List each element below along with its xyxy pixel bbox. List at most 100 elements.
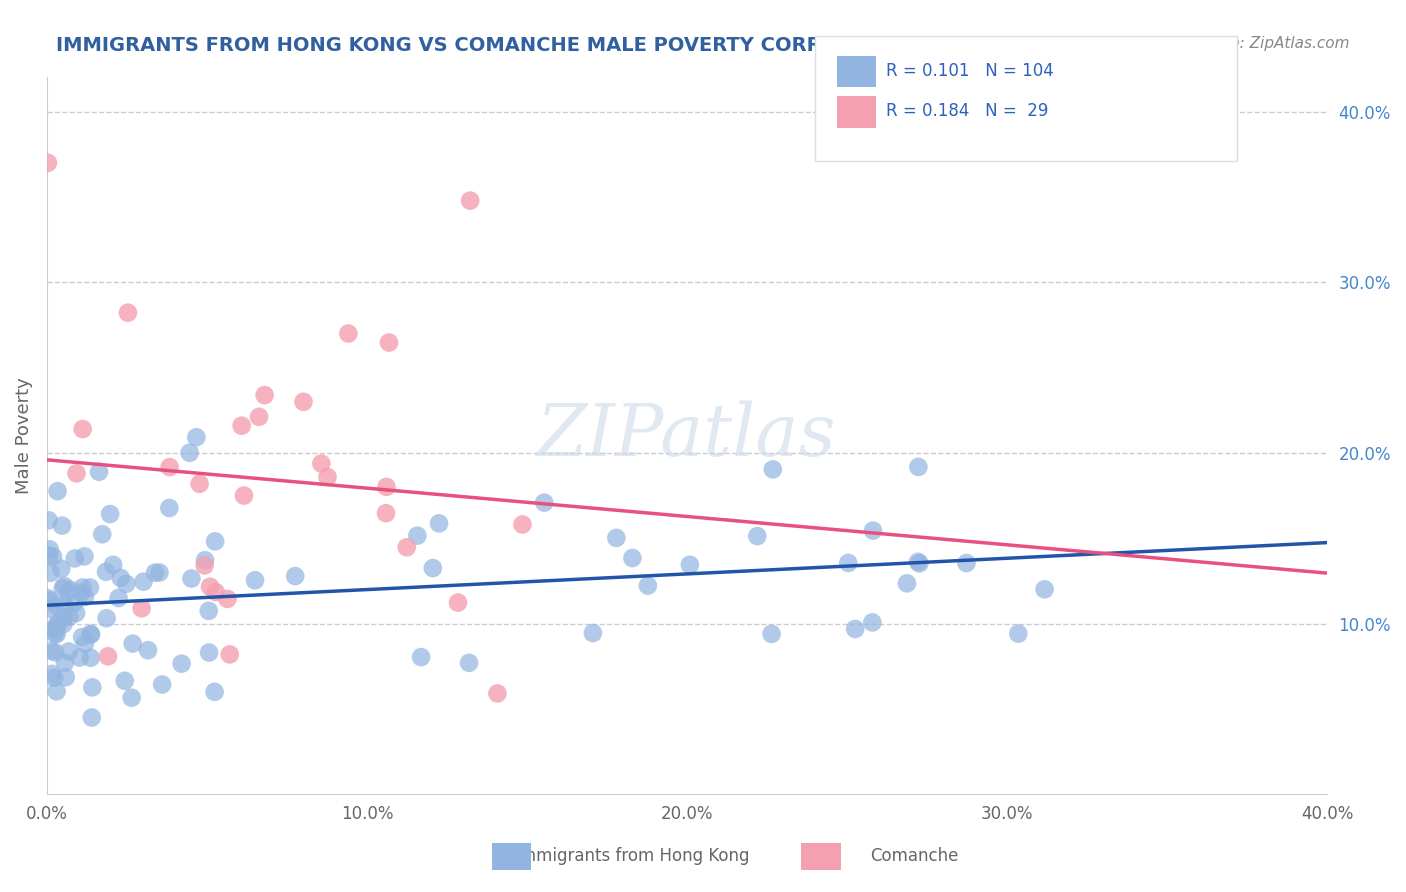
- Immigrants from Hong Kong: [52, 610, 75, 624]
- Comanche: [232, 489, 254, 503]
- Immigrants from Hong Kong: [136, 643, 159, 657]
- Immigrants from Hong Kong: [48, 616, 70, 631]
- Comanche: [72, 422, 94, 436]
- Immigrants from Hong Kong: [65, 606, 87, 620]
- Comanche: [159, 460, 181, 475]
- Immigrants from Hong Kong: [844, 622, 866, 636]
- Immigrants from Hong Kong: [55, 670, 77, 684]
- Immigrants from Hong Kong: [59, 582, 82, 597]
- Comanche: [97, 649, 120, 664]
- Immigrants from Hong Kong: [70, 585, 93, 599]
- Immigrants from Hong Kong: [860, 615, 883, 630]
- Immigrants from Hong Kong: [406, 529, 429, 543]
- Comanche: [247, 409, 270, 424]
- Text: Source: ZipAtlas.com: Source: ZipAtlas.com: [1187, 36, 1350, 51]
- Comanche: [188, 476, 211, 491]
- Immigrants from Hong Kong: [197, 604, 219, 618]
- Immigrants from Hong Kong: [896, 576, 918, 591]
- Immigrants from Hong Kong: [37, 591, 59, 606]
- Immigrants from Hong Kong: [1007, 626, 1029, 640]
- Immigrants from Hong Kong: [94, 565, 117, 579]
- Text: IMMIGRANTS FROM HONG KONG VS COMANCHE MALE POVERTY CORRELATION CHART: IMMIGRANTS FROM HONG KONG VS COMANCHE MA…: [56, 36, 994, 54]
- Immigrants from Hong Kong: [1033, 582, 1056, 597]
- Y-axis label: Male Poverty: Male Poverty: [15, 377, 32, 494]
- Comanche: [458, 194, 481, 208]
- Comanche: [198, 580, 221, 594]
- Immigrants from Hong Kong: [80, 627, 103, 641]
- Immigrants from Hong Kong: [110, 571, 132, 585]
- Immigrants from Hong Kong: [955, 556, 977, 570]
- Immigrants from Hong Kong: [908, 557, 931, 571]
- Immigrants from Hong Kong: [121, 690, 143, 705]
- Immigrants from Hong Kong: [679, 558, 702, 572]
- Immigrants from Hong Kong: [42, 549, 65, 564]
- Immigrants from Hong Kong: [143, 566, 166, 580]
- Comanche: [194, 558, 217, 573]
- Immigrants from Hong Kong: [87, 465, 110, 479]
- Comanche: [447, 596, 470, 610]
- Immigrants from Hong Kong: [58, 609, 80, 624]
- Immigrants from Hong Kong: [761, 627, 783, 641]
- Comanche: [37, 155, 59, 169]
- Immigrants from Hong Kong: [53, 599, 76, 613]
- Immigrants from Hong Kong: [862, 524, 884, 538]
- Immigrants from Hong Kong: [194, 553, 217, 567]
- Text: R = 0.184   N =  29: R = 0.184 N = 29: [886, 103, 1047, 120]
- Immigrants from Hong Kong: [41, 666, 63, 681]
- Immigrants from Hong Kong: [63, 596, 86, 610]
- Immigrants from Hong Kong: [45, 684, 67, 698]
- Immigrants from Hong Kong: [44, 645, 66, 659]
- Immigrants from Hong Kong: [44, 671, 66, 685]
- Immigrants from Hong Kong: [51, 562, 73, 576]
- Immigrants from Hong Kong: [72, 581, 94, 595]
- Immigrants from Hong Kong: [80, 627, 103, 641]
- Text: Comanche: Comanche: [870, 847, 957, 865]
- Text: Immigrants from Hong Kong: Immigrants from Hong Kong: [516, 847, 749, 865]
- Comanche: [316, 470, 339, 484]
- Immigrants from Hong Kong: [70, 630, 93, 644]
- Immigrants from Hong Kong: [458, 656, 481, 670]
- Comanche: [204, 585, 226, 599]
- Comanche: [65, 467, 87, 481]
- Immigrants from Hong Kong: [179, 446, 201, 460]
- Immigrants from Hong Kong: [63, 551, 86, 566]
- Immigrants from Hong Kong: [422, 561, 444, 575]
- Immigrants from Hong Kong: [198, 646, 221, 660]
- Immigrants from Hong Kong: [91, 527, 114, 541]
- Immigrants from Hong Kong: [73, 637, 96, 651]
- Immigrants from Hong Kong: [180, 572, 202, 586]
- Immigrants from Hong Kong: [42, 622, 65, 636]
- Immigrants from Hong Kong: [409, 650, 432, 665]
- Text: R = 0.101   N = 104: R = 0.101 N = 104: [886, 62, 1053, 80]
- Immigrants from Hong Kong: [150, 677, 173, 691]
- Immigrants from Hong Kong: [121, 637, 143, 651]
- Immigrants from Hong Kong: [39, 566, 62, 580]
- Immigrants from Hong Kong: [907, 459, 929, 474]
- Comanche: [253, 388, 276, 402]
- Immigrants from Hong Kong: [114, 673, 136, 688]
- Comanche: [512, 517, 534, 532]
- Immigrants from Hong Kong: [907, 555, 929, 569]
- Immigrants from Hong Kong: [73, 590, 96, 604]
- Immigrants from Hong Kong: [637, 579, 659, 593]
- Comanche: [375, 480, 398, 494]
- Immigrants from Hong Kong: [605, 531, 627, 545]
- Comanche: [218, 648, 240, 662]
- Immigrants from Hong Kong: [52, 617, 75, 632]
- Immigrants from Hong Kong: [132, 574, 155, 589]
- Immigrants from Hong Kong: [73, 549, 96, 564]
- Immigrants from Hong Kong: [38, 601, 60, 615]
- Immigrants from Hong Kong: [148, 566, 170, 580]
- Immigrants from Hong Kong: [58, 644, 80, 658]
- Comanche: [486, 686, 509, 700]
- Immigrants from Hong Kong: [44, 627, 66, 641]
- Immigrants from Hong Kong: [53, 656, 76, 670]
- Immigrants from Hong Kong: [52, 581, 75, 595]
- Comanche: [337, 326, 360, 341]
- Immigrants from Hong Kong: [38, 542, 60, 557]
- Immigrants from Hong Kong: [243, 574, 266, 588]
- Immigrants from Hong Kong: [38, 513, 60, 527]
- Immigrants from Hong Kong: [157, 500, 180, 515]
- Immigrants from Hong Kong: [46, 616, 69, 631]
- Immigrants from Hong Kong: [79, 581, 101, 595]
